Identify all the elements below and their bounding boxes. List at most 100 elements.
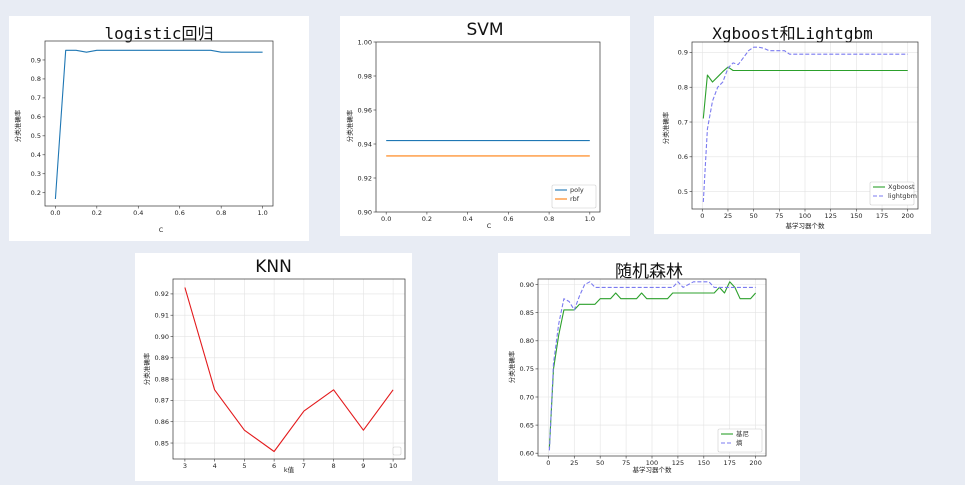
x-tick-label: 175: [724, 459, 736, 467]
y-tick-label: 0.5: [31, 132, 41, 140]
y-tick-label: 0.87: [155, 397, 169, 405]
y-tick-label: 0.6: [678, 153, 688, 161]
x-tick-label: 0.0: [381, 215, 391, 223]
y-tick-label: 0.70: [520, 393, 534, 401]
series-line: [702, 46, 908, 203]
chart-panel-knn: KNN 3 4 5 6 7 8 9 10 0.85 0.86 0.87 0.88 0.89 0.90 0.9…: [135, 253, 412, 481]
x-tick-label: 150: [850, 212, 862, 220]
x-tick-label: 8: [332, 462, 336, 470]
chart-title: 随机森林: [615, 262, 683, 282]
series-line: [548, 281, 756, 451]
y-tick-label: 0.85: [520, 309, 534, 317]
chart-svg-xgboost-lightgbm: 0 25 50 75 100 125 150 175 200 0.5 0.6 0.7 0.8 0.9 基学习…: [661, 41, 919, 230]
y-tick-label: 0.88: [155, 375, 169, 383]
plot-frame: [375, 41, 601, 213]
y-tick-label: 0.60: [520, 449, 534, 457]
y-axis-label: 分类准确率: [345, 109, 354, 142]
x-tick-label: 0.6: [503, 215, 513, 223]
y-tick-label: 0.9: [678, 49, 688, 57]
y-tick-label: 0.90: [155, 333, 169, 341]
x-tick-label: 25: [724, 212, 732, 220]
y-tick-label: 0.5: [678, 188, 688, 196]
x-tick-label: 7: [302, 462, 306, 470]
x-tick-label: 0.8: [216, 209, 226, 217]
x-tick-label: 0: [546, 459, 550, 467]
y-tick-label: 0.8: [31, 75, 41, 83]
x-tick-label: 0.8: [544, 215, 554, 223]
x-tick-label: 50: [596, 459, 604, 467]
y-tick-label: 0.65: [520, 421, 534, 429]
y-tick-label: 0.2: [31, 189, 41, 197]
chart-title: logistic回归: [104, 24, 214, 43]
chart-panel-logistic: logistic回归 0.0 0.2 0.4 0.6 0.8 1.0 0.2 0.3 0.4 0.…: [9, 16, 309, 241]
x-tick-label: 9: [361, 462, 365, 470]
y-tick-label: 0.7: [31, 94, 41, 102]
chart-panel-random-forest: 随机森林 0 25 50 75 100 125 150 175 200 0.60 0.65 0.70 0…: [498, 253, 800, 481]
legend-box: [392, 446, 402, 456]
x-axis-label: C: [487, 222, 492, 230]
y-tick-label: 0.85: [155, 439, 169, 447]
y-axis-label: 分类准确率: [661, 111, 670, 144]
x-tick-label: 125: [672, 459, 684, 467]
y-axis-label: 分类准确率: [142, 352, 151, 385]
chart-svg-knn: 3 4 5 6 7 8 9 10 0.85 0.86 0.87 0.88 0.89 0.90 0.91 0.9…: [142, 278, 406, 474]
y-axis-label: 分类准确率: [507, 350, 516, 383]
chart-title: Xgboost和Lightgbm: [712, 24, 873, 43]
y-tick-label: 0.90: [520, 281, 534, 289]
x-tick-label: 10: [389, 462, 397, 470]
chart-svg-logistic: 0.0 0.2 0.4 0.6 0.8 1.0 0.2 0.3 0.4 0.5 0.6 0.7 0.8 0…: [13, 40, 274, 234]
x-tick-label: 100: [646, 459, 658, 467]
x-tick-label: 75: [775, 212, 783, 220]
y-tick-label: 0.3: [31, 170, 41, 178]
y-tick-label: 0.96: [358, 106, 372, 114]
x-tick-label: 50: [749, 212, 757, 220]
y-tick-label: 0.92: [155, 290, 169, 298]
legend-box: [551, 184, 597, 209]
chart-panel-xgboost-lightgbm: Xgboost和Lightgbm 0 25 50 75 100 125 150 175 200 0…: [654, 16, 931, 234]
x-tick-label: 25: [570, 459, 578, 467]
x-tick-label: 200: [902, 212, 914, 220]
chart-title: SVM: [466, 20, 504, 40]
chart-title: KNN: [255, 257, 292, 277]
y-tick-label: 0.98: [358, 72, 372, 80]
y-tick-label: 0.8: [678, 84, 688, 92]
x-tick-label: 0.2: [422, 215, 432, 223]
y-tick-label: 0.92: [358, 174, 372, 182]
x-tick-label: 3: [183, 462, 187, 470]
chart-panel-svm: SVM 0.0 0.2 0.4 0.6 0.8 1.0 0.90 0.92 0.94 0.96 0.…: [340, 16, 630, 236]
x-tick-label: 0: [700, 212, 704, 220]
x-tick-label: 0.6: [175, 209, 185, 217]
series-line: [548, 281, 757, 448]
legend-label: lightgbm: [888, 192, 917, 200]
y-axis-label: 分类准确率: [13, 109, 22, 142]
x-tick-label: 75: [622, 459, 630, 467]
chart-svg-svm: 0.0 0.2 0.4 0.6 0.8 1.0 0.90 0.92 0.94 0.96 0.98 1.…: [345, 38, 601, 230]
x-tick-label: 0.2: [92, 209, 102, 217]
y-tick-label: 0.91: [155, 312, 169, 320]
series-line: [702, 66, 908, 119]
x-tick-label: 1.0: [257, 209, 267, 217]
y-tick-label: 0.90: [358, 208, 372, 216]
legend-label: Xgboost: [888, 183, 915, 191]
x-tick-label: 1.0: [585, 215, 595, 223]
plot-frame: [172, 278, 406, 460]
series-line: [184, 287, 394, 453]
x-axis-label: C: [159, 226, 164, 234]
y-tick-label: 0.86: [155, 418, 169, 426]
series-line: [54, 49, 263, 200]
y-tick-label: 0.6: [31, 113, 41, 121]
y-tick-label: 0.80: [520, 337, 534, 345]
legend-label: 基尼: [736, 429, 749, 438]
plot-frame: [44, 40, 274, 207]
x-tick-label: 0.4: [462, 215, 472, 223]
legend-label: 熵: [736, 438, 743, 447]
y-tick-label: 0.9: [31, 56, 41, 64]
x-axis-label: 基学习器个数: [786, 221, 826, 230]
x-tick-label: 150: [698, 459, 710, 467]
y-tick-label: 1.00: [358, 38, 372, 46]
y-tick-label: 0.75: [520, 365, 534, 373]
x-tick-label: 175: [876, 212, 888, 220]
y-tick-label: 0.94: [358, 140, 372, 148]
x-axis-label: k值: [284, 465, 295, 474]
y-tick-label: 0.7: [678, 118, 688, 126]
